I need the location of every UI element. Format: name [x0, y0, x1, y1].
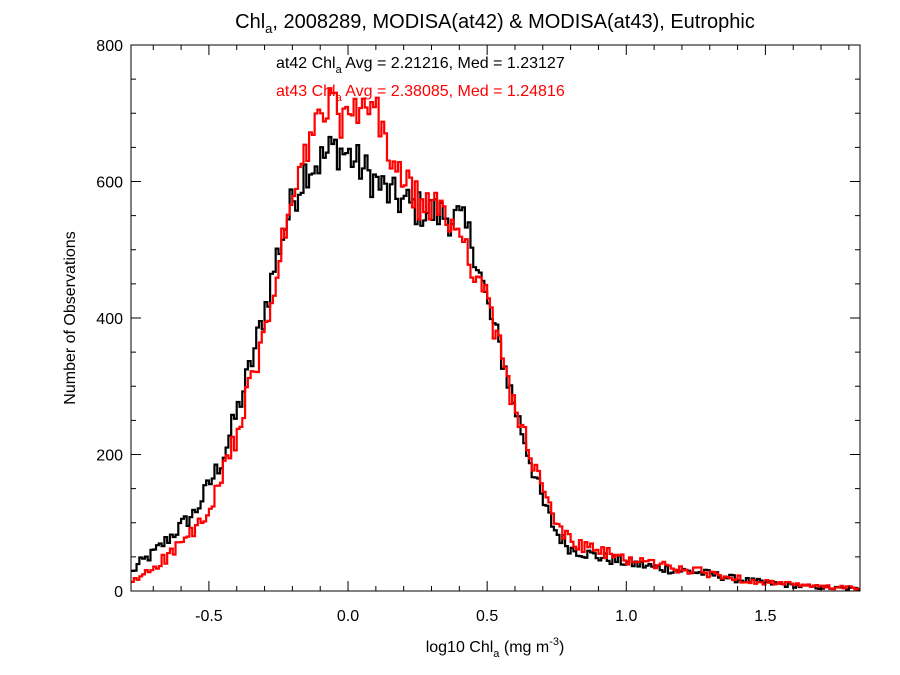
plot-area	[131, 87, 860, 591]
series-line-at43	[131, 87, 860, 591]
x-axis-label: log10 Chla (mg m-3)	[426, 636, 565, 660]
annotation-at43-pre: at43 Chl	[276, 83, 336, 100]
annotation-at43-subscript: a	[336, 92, 343, 104]
chart-title-pre: Chl	[235, 11, 265, 33]
chart-title: Chla, 2008289, MODISA(at42) & MODISA(at4…	[235, 11, 755, 36]
x-tick-label: 1.5	[754, 608, 776, 625]
y-tick-label: 400	[96, 311, 123, 328]
x-tick-label: 0.5	[476, 608, 498, 625]
x-axis-label-superscript: -3	[549, 636, 559, 648]
x-axis-label-mid: (mg m	[499, 639, 549, 656]
y-tick-label: 0	[114, 584, 123, 601]
series-line-at42	[131, 135, 860, 591]
axes: -0.5 0.0 0.5 1.0 1.5 0 200 400 600 800	[96, 38, 860, 625]
plot-frame	[130, 44, 861, 592]
y-tick-label: 600	[96, 175, 123, 192]
annotation-at43-post: Avg = 2.38085, Med = 1.24816	[342, 83, 565, 100]
chart-title-subscript: a	[265, 21, 273, 36]
annotation-at42-post: Avg = 2.21216, Med = 1.23127	[342, 55, 565, 72]
y-axis-label: Number of Observations	[62, 231, 79, 404]
annotation-at42-pre: at42 Chl	[276, 55, 336, 72]
chart-title-post: , 2008289, MODISA(at42) & MODISA(at43), …	[272, 11, 754, 33]
annotation-at42-subscript: a	[336, 64, 343, 76]
x-tick-label: 1.0	[615, 608, 637, 625]
x-axis-label-post: )	[559, 639, 564, 656]
annotation-at43: at43 Chla Avg = 2.38085, Med = 1.24816	[276, 83, 565, 104]
x-tick-label: -0.5	[195, 608, 223, 625]
y-tick-label: 800	[96, 38, 123, 55]
x-axis-label-subscript: a	[493, 648, 500, 660]
y-tick-label: 200	[96, 448, 123, 465]
x-axis-label-pre: log10 Chl	[426, 639, 494, 656]
x-tick-label: 0.0	[337, 608, 359, 625]
annotation-at42: at42 Chla Avg = 2.21216, Med = 1.23127	[276, 55, 565, 76]
